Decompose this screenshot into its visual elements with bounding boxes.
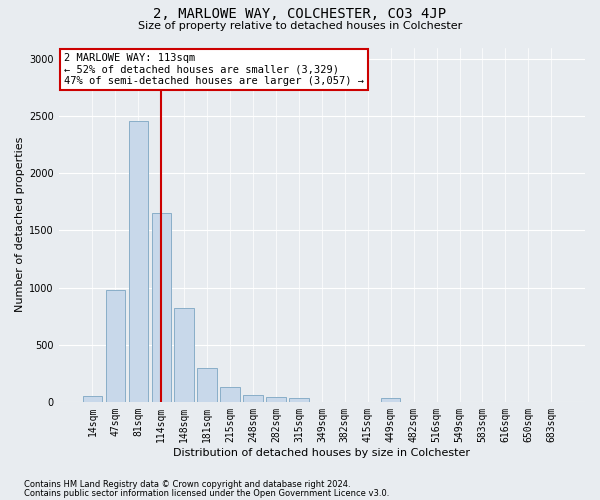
- Bar: [128, 120, 148, 402]
- X-axis label: Distribution of detached houses by size in Colchester: Distribution of detached houses by size …: [173, 448, 470, 458]
- Y-axis label: Number of detached properties: Number of detached properties: [15, 137, 25, 312]
- Bar: [106, 290, 125, 402]
- Bar: [220, 387, 240, 402]
- Bar: [152, 213, 171, 402]
- Text: Contains public sector information licensed under the Open Government Licence v3: Contains public sector information licen…: [24, 490, 389, 498]
- Bar: [83, 396, 102, 402]
- Bar: [197, 368, 217, 402]
- Text: 2, MARLOWE WAY, COLCHESTER, CO3 4JP: 2, MARLOWE WAY, COLCHESTER, CO3 4JP: [154, 8, 446, 22]
- Bar: [175, 308, 194, 402]
- Bar: [289, 398, 308, 402]
- Text: Contains HM Land Registry data © Crown copyright and database right 2024.: Contains HM Land Registry data © Crown c…: [24, 480, 350, 489]
- Bar: [266, 398, 286, 402]
- Text: Size of property relative to detached houses in Colchester: Size of property relative to detached ho…: [138, 21, 462, 31]
- Bar: [381, 398, 400, 402]
- Bar: [244, 395, 263, 402]
- Text: 2 MARLOWE WAY: 113sqm
← 52% of detached houses are smaller (3,329)
47% of semi-d: 2 MARLOWE WAY: 113sqm ← 52% of detached …: [64, 53, 364, 86]
